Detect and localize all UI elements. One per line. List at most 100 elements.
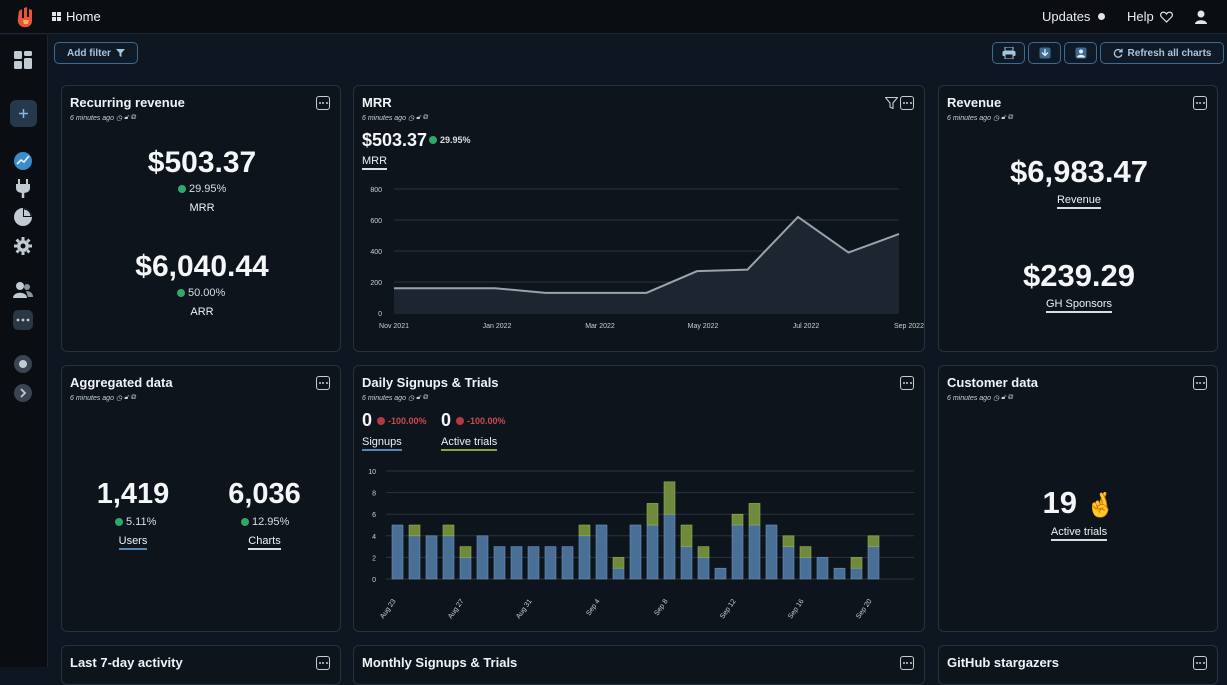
signups-bar [714, 567, 727, 580]
mrr-card: MRR 6 minutes ago ◷ 🔓︎ ⧉ $503.37 29.95% MR… [353, 85, 925, 352]
link-icon: ⧉ [130, 114, 136, 121]
signups-bar [850, 567, 863, 580]
trials-bar [646, 503, 659, 526]
dot-icon [1098, 13, 1106, 20]
card-menu-button[interactable] [900, 96, 914, 110]
x-tick-label: Nov 2021 [379, 323, 409, 330]
signups-bar [799, 557, 812, 580]
card-meta: 6 minutes ago ◷ 🔓︎ ⧉ [947, 114, 1013, 122]
card-menu-button[interactable] [1193, 656, 1207, 670]
card-menu-button[interactable] [1193, 96, 1207, 110]
signups-bar [833, 567, 846, 580]
signups-pct: -100.00% [388, 416, 427, 426]
lock-icon: 🔓︎ [416, 394, 421, 401]
users-value: 1,419 [96, 478, 170, 510]
card-menu-button[interactable] [316, 376, 330, 390]
link-icon: ⧉ [1007, 394, 1013, 401]
mrr-label: MRR [189, 202, 215, 214]
more-icon[interactable] [13, 310, 33, 330]
trials-bar [459, 546, 472, 558]
mrr-change: 29.95% [429, 135, 471, 145]
legend-signups[interactable]: Signups [362, 436, 402, 451]
card-menu-button[interactable] [900, 656, 914, 670]
signups-value: 0 [362, 410, 373, 430]
share-button[interactable] [1064, 42, 1097, 64]
y-tick-label: 0 [372, 577, 376, 584]
pie-chart-icon[interactable] [13, 207, 33, 227]
top-bar: Home Updates Help [0, 0, 1227, 34]
signups-bar [527, 546, 540, 580]
charts-pct: 12.95% [252, 516, 290, 528]
add-button[interactable] [10, 100, 37, 127]
y-tick-label: 8 [372, 491, 376, 498]
down-icon [456, 417, 464, 425]
x-tick-label: Mar 2022 [585, 323, 615, 330]
users-label-wrap: Users [82, 535, 184, 550]
card-menu-button[interactable] [316, 96, 330, 110]
trials-bar [782, 535, 795, 547]
arr-change: 50.00% [177, 287, 225, 299]
link-icon: ⧉ [422, 114, 428, 121]
card-menu-button[interactable] [1193, 376, 1207, 390]
trials-bar [867, 535, 880, 547]
lock-icon: 🔓︎ [124, 394, 129, 401]
eye-icon[interactable] [13, 354, 33, 374]
card-meta: 6 minutes ago ◷ 🔓︎ ⧉ [947, 394, 1013, 402]
settings-icon[interactable] [13, 236, 33, 256]
customer-card: Customer data 6 minutes ago ◷ 🔓︎ ⧉ 19 🤞 Ac… [938, 365, 1218, 632]
lock-icon: 🔓︎ [1001, 114, 1006, 121]
x-tick-label: Jan 2022 [483, 323, 512, 330]
revenue-label-wrap: Revenue [939, 194, 1217, 209]
card-title: Last 7-day activity [70, 655, 183, 670]
up-icon [115, 518, 123, 526]
trials-bar [731, 513, 744, 526]
mrr-pct: 29.95% [189, 183, 227, 195]
help-link[interactable]: Help [1127, 9, 1173, 24]
updates-link[interactable]: Updates [1042, 9, 1106, 24]
recurring-revenue-card: Recurring revenue 6 minutes ago ◷ 🔓︎ ⧉ $50… [61, 85, 341, 352]
add-filter-button[interactable]: Add filter [54, 42, 138, 64]
trials-change: -100.00% [456, 416, 506, 426]
card-title: Revenue [947, 95, 1002, 110]
y-tick-label: 0 [378, 311, 382, 318]
team-share-icon [1075, 47, 1086, 59]
y-tick-label: 6 [372, 512, 376, 519]
x-tick-label: Sep 20 [855, 598, 874, 620]
legend-mrr[interactable]: MRR [362, 155, 388, 170]
signups-bar [561, 546, 574, 580]
team-icon[interactable] [13, 280, 33, 300]
signups-bar [680, 546, 693, 580]
card-menu-button[interactable] [900, 376, 914, 390]
chart-icon[interactable] [13, 151, 33, 171]
grid-icon [52, 12, 61, 21]
card-title: MRR [362, 95, 392, 110]
legend-active-trials[interactable]: Active trials [441, 436, 498, 451]
refresh-label: Refresh all charts [1127, 47, 1212, 59]
mrr-pct: 29.95% [440, 135, 471, 145]
print-button[interactable] [992, 42, 1025, 64]
filter-icon[interactable] [885, 97, 898, 109]
expand-sidebar-icon[interactable] [13, 383, 33, 403]
card-title: Aggregated data [70, 375, 173, 390]
home-link[interactable]: Home [52, 9, 101, 24]
refresh-all-button[interactable]: Refresh all charts [1100, 42, 1224, 64]
y-tick-label: 2 [372, 555, 376, 562]
user-icon[interactable] [1193, 9, 1209, 25]
trials-bar [578, 524, 591, 537]
y-tick-label: 800 [370, 187, 382, 194]
x-tick-label: Sep 12 [719, 598, 738, 620]
refresh-icon [1113, 48, 1123, 58]
dashboards-icon[interactable] [13, 50, 33, 70]
download-button[interactable] [1028, 42, 1061, 64]
last-7-day-card: Last 7-day activity [61, 645, 341, 685]
down-icon [377, 417, 385, 425]
card-menu-button[interactable] [316, 656, 330, 670]
plug-icon[interactable] [13, 178, 33, 198]
active-trials-label: Active trials [1050, 526, 1108, 541]
logo-icon[interactable] [14, 5, 38, 29]
up-icon [241, 518, 249, 526]
users-change: 5.11% [115, 516, 156, 528]
up-icon [177, 289, 185, 297]
x-tick-label: Sep 4 [585, 598, 601, 617]
signups-bar [646, 524, 659, 580]
